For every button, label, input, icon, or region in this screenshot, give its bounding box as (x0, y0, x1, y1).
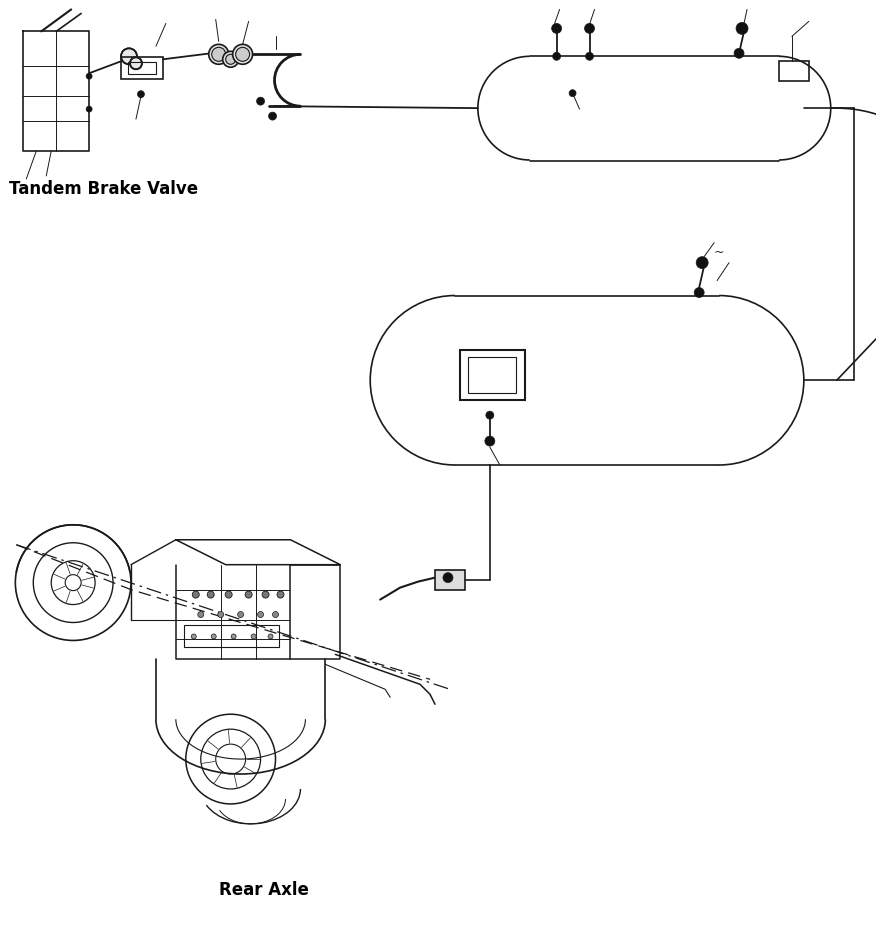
Circle shape (443, 573, 453, 583)
Circle shape (696, 257, 708, 269)
Text: Rear Axle: Rear Axle (218, 881, 309, 898)
Circle shape (486, 412, 494, 419)
Circle shape (273, 612, 279, 617)
Circle shape (258, 612, 264, 617)
Circle shape (585, 23, 595, 34)
Circle shape (552, 23, 561, 34)
Circle shape (569, 89, 576, 97)
Circle shape (191, 634, 196, 639)
Bar (460, 350, 524, 400)
Circle shape (262, 591, 269, 598)
Circle shape (277, 591, 284, 598)
Bar (128, 62, 156, 74)
Circle shape (225, 54, 236, 64)
Circle shape (586, 52, 594, 61)
Circle shape (232, 45, 253, 64)
Circle shape (257, 97, 265, 105)
Bar (468, 358, 516, 393)
Circle shape (236, 47, 250, 61)
Circle shape (198, 612, 203, 617)
Circle shape (121, 48, 137, 64)
Text: ~: ~ (714, 246, 724, 259)
Circle shape (207, 591, 214, 598)
Circle shape (251, 634, 256, 639)
Circle shape (138, 90, 145, 98)
Circle shape (238, 612, 244, 617)
Circle shape (553, 52, 560, 61)
Circle shape (86, 106, 92, 112)
Circle shape (209, 45, 229, 64)
Circle shape (232, 634, 236, 639)
Circle shape (223, 51, 239, 67)
Circle shape (485, 436, 495, 446)
Circle shape (86, 74, 92, 79)
Text: Tandem Brake Valve: Tandem Brake Valve (10, 180, 198, 198)
Bar (435, 570, 465, 589)
Circle shape (192, 591, 199, 598)
Circle shape (130, 58, 142, 69)
Circle shape (225, 591, 232, 598)
Circle shape (245, 591, 252, 598)
Circle shape (211, 634, 217, 639)
Circle shape (695, 288, 704, 298)
Bar (121, 58, 163, 79)
Circle shape (736, 22, 748, 34)
Circle shape (217, 612, 224, 617)
Bar (779, 61, 809, 81)
Circle shape (211, 47, 225, 61)
Circle shape (268, 634, 273, 639)
Circle shape (734, 48, 744, 59)
Bar (184, 626, 279, 647)
Circle shape (268, 112, 276, 120)
